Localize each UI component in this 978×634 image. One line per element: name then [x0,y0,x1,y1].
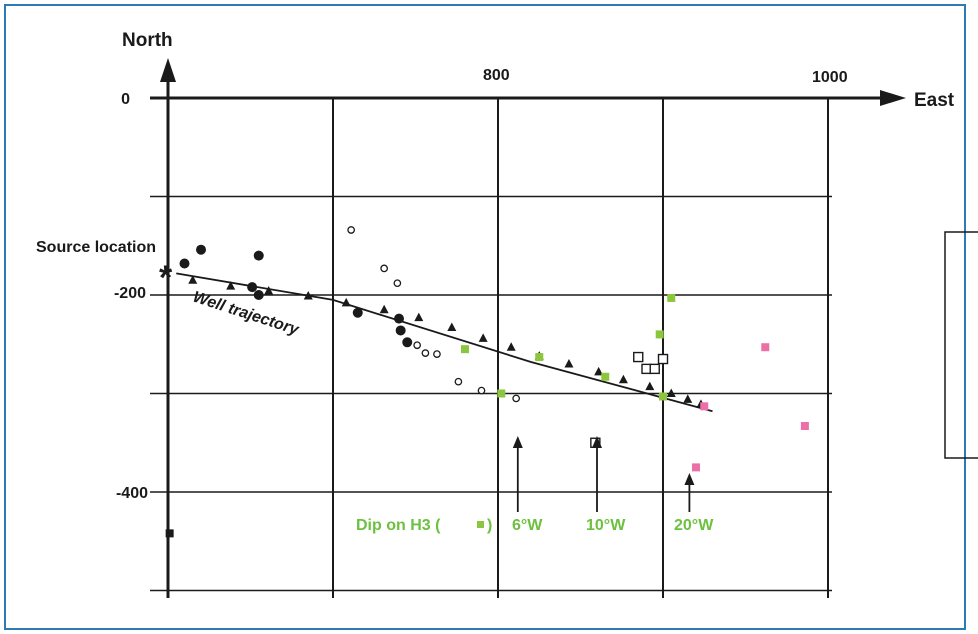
trajectory-triangle-marker [478,333,488,342]
trajectory-triangle-marker [341,297,351,307]
open-circle-point [433,350,441,358]
trajectory-triangle-marker [645,381,655,391]
trajectory-triangle-marker [683,394,693,403]
grid [150,98,832,598]
open-square-point [649,363,660,375]
filled-square-point [761,343,770,352]
trajectory-triangle-marker [303,290,313,300]
filled-circle-point [394,313,404,324]
trajectory-triangle-marker [188,275,198,284]
open-circle-point [393,279,402,288]
trajectory-triangle-marker [594,366,604,376]
open-circle-point [454,377,463,386]
trajectory-triangle-marker [379,304,389,314]
dip-arrow-head-icon [512,436,523,448]
filled-circle-point [352,307,363,318]
trajectory-triangle-marker [564,358,574,368]
x-tick-label-1000: 1000 [812,69,848,86]
open-circle-point [477,386,486,395]
open-circle-point [380,264,388,273]
legend-label-suffix: ) [487,517,492,534]
trajectory-triangle-marker [226,281,236,290]
axes [150,58,906,598]
source-location-label: Source location [36,239,156,256]
open-circle-point [413,341,421,350]
annotation-10w: 10°W [586,517,626,534]
source-location-star-icon: * [159,259,173,297]
trajectory-triangle-marker [618,374,628,384]
open-square-point [633,351,644,363]
filled-circle-point [196,244,206,255]
annotation-20w: 20°W [674,517,714,534]
filled-circle-point [395,325,406,336]
filled-square-point [692,463,700,472]
east-arrow-icon [880,90,906,106]
y-tick-label-minus-400: -400 [116,485,148,502]
figure-frame [4,4,966,630]
filled-circle-point [402,337,413,348]
trajectory-triangle-marker [414,312,424,322]
filled-square-point [659,392,667,401]
filled-square-point [497,389,506,398]
filled-square-point [667,293,676,302]
dip-arrows [512,436,695,512]
filled-square-point [601,372,610,381]
filled-square-point [535,353,544,362]
x-axis-label: East [914,90,955,111]
legend-label-prefix: Dip on H3 ( [356,517,441,534]
open-square-point [657,353,669,365]
open-circle-point [347,226,355,234]
filled-circle-point [253,290,264,300]
dip-arrow-head-icon [684,473,695,485]
trajectory-triangle-marker [506,342,516,351]
filled-square-point [655,330,664,339]
north-arrow-icon [160,58,176,82]
y-tick-label-0: 0 [121,91,130,108]
filled-square-point [800,422,809,431]
filled-circle-point [179,258,190,269]
legend-green-square [477,521,484,528]
filled-circle-point [253,250,264,261]
open-circle-point [512,394,521,403]
annotation-6w: 6°W [512,517,543,534]
dip-arrow-head-icon [592,436,602,448]
filled-circle-point [247,282,258,293]
trajectory-triangle-marker [264,286,274,295]
trajectory-triangle-marker [447,322,457,332]
trajectory-triangle-marker [666,388,676,397]
x-tick-label-800: 800 [483,67,510,84]
empty-legend-box [944,231,978,459]
filled-square-point [165,529,174,538]
filled-square-point [700,402,709,411]
y-tick-label-minus-200: -200 [114,285,146,302]
filled-square-point [461,345,469,354]
open-circle-point [421,349,430,357]
well-trajectory-label: Well trajectory [191,289,302,339]
y-axis-label: North [122,30,173,51]
data-points [165,226,809,538]
